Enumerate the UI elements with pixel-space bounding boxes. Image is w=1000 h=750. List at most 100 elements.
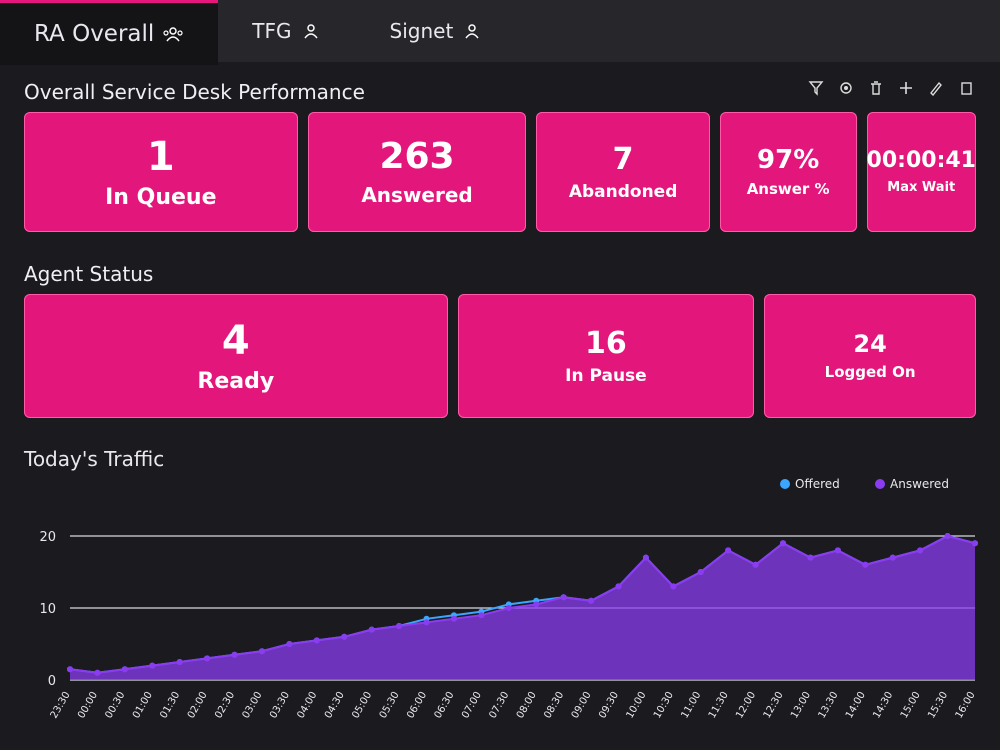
filter-icon[interactable]: [808, 80, 824, 96]
data-point: [94, 669, 101, 676]
delete-icon[interactable]: [868, 80, 884, 96]
data-point: [972, 540, 978, 547]
data-point: [588, 597, 595, 604]
data-point: [176, 659, 183, 665]
kpi-row: 4 Ready 16 In Pause 24 Logged On: [24, 294, 976, 418]
kpi-value: 4: [221, 317, 250, 364]
section-title: Agent Status: [24, 262, 154, 286]
toolbar: [808, 80, 974, 96]
data-point: [286, 641, 293, 647]
kpi-tile: 97% Answer %: [719, 112, 857, 232]
data-point: [889, 554, 896, 561]
x-tick-label: 14:30: [871, 690, 895, 720]
group-icon: [163, 27, 183, 42]
x-tick-label: 06:30: [433, 690, 457, 720]
x-tick-label: 12:00: [734, 690, 758, 720]
data-point: [780, 540, 787, 547]
x-tick-label: 04:00: [295, 690, 319, 720]
tab-label: TFG: [252, 19, 292, 43]
data-point: [67, 666, 73, 673]
x-tick-label: 03:30: [268, 690, 292, 720]
data-point: [642, 554, 649, 561]
data-point: [670, 583, 677, 590]
tab-bar: RA Overall TFG Signet: [0, 0, 1000, 65]
data-point: [341, 633, 348, 640]
data-point: [313, 637, 320, 644]
data-point: [450, 615, 457, 622]
data-point: [368, 626, 375, 633]
kpi-value: 1: [146, 133, 175, 180]
kpi-tile: 7 Abandoned: [536, 112, 710, 232]
data-point: [862, 561, 869, 568]
kpi-label: Max Wait: [887, 179, 956, 195]
data-point: [121, 666, 128, 673]
x-tick-label: 05:30: [378, 690, 402, 720]
data-point: [944, 533, 951, 539]
x-tick-label: 03:00: [241, 690, 265, 720]
traffic-chart: Today's Traffic 0 10 20 23:30 00:00 00:30 01:0…: [23, 447, 978, 720]
x-tick-label: 01:30: [158, 690, 182, 720]
add-icon[interactable]: [898, 80, 914, 96]
chart-title: Today's Traffic: [23, 447, 164, 471]
x-tick-label: 13:30: [817, 690, 841, 720]
tab[interactable]: TFG: [218, 0, 355, 62]
x-tick-label: 06:00: [405, 690, 429, 720]
data-point: [533, 601, 540, 608]
section-title: Overall Service Desk Performance: [24, 80, 365, 104]
x-tick-label: 15:30: [926, 690, 950, 720]
y-tick-label: 10: [39, 602, 56, 617]
data-point: [258, 648, 265, 655]
x-tick-label: 08:00: [515, 690, 539, 720]
kpi-value: 7: [612, 141, 634, 177]
data-point: [423, 619, 430, 626]
kpi-value: 24: [853, 329, 887, 358]
kpi-label: In Queue: [105, 184, 217, 210]
x-tick-label: 09:00: [570, 690, 594, 720]
kpi-tile: 16 In Pause: [457, 294, 755, 418]
data-point: [396, 623, 403, 629]
x-tick-label: 09:30: [597, 690, 621, 720]
y-tick-label: 0: [48, 674, 56, 689]
x-tick-label: 16:00: [954, 690, 978, 720]
tab[interactable]: Signet: [356, 0, 518, 62]
kpi-value: 97%: [757, 144, 820, 175]
data-point: [231, 651, 238, 658]
x-tick-label: 08:30: [542, 690, 566, 720]
legend-label: Offered: [795, 477, 840, 491]
x-tick-label: 11:00: [679, 690, 703, 720]
x-tick-label: 10:30: [652, 690, 676, 720]
copy-icon[interactable]: [958, 80, 974, 96]
legend-swatch: [780, 479, 790, 489]
x-tick-label: 00:30: [104, 690, 128, 720]
x-tick-label: 04:30: [323, 690, 347, 720]
tab[interactable]: RA Overall: [0, 0, 219, 65]
data-point: [725, 547, 732, 554]
data-point: [917, 547, 924, 554]
data-point: [204, 655, 211, 662]
group-icon: [303, 24, 318, 39]
x-tick-label: 02:30: [213, 690, 237, 720]
edit-icon[interactable]: [928, 80, 944, 96]
kpi-label: Answered: [361, 182, 473, 207]
x-tick-label: 15:00: [899, 690, 923, 720]
kpi-value: 00:00:41: [866, 148, 976, 174]
data-point: [697, 569, 704, 575]
data-point: [478, 612, 485, 619]
x-tick-label: 11:30: [707, 690, 731, 720]
x-tick-label: 10:00: [625, 690, 649, 720]
kpi-tile: 263 Answered: [307, 112, 527, 232]
x-tick-label: 14:00: [844, 690, 868, 720]
kpi-label: Answer %: [746, 180, 830, 199]
data-point: [615, 583, 622, 590]
tab-label: RA Overall: [34, 21, 155, 47]
kpi-label: In Pause: [565, 365, 647, 386]
x-tick-label: 23:30: [49, 690, 73, 720]
y-tick-label: 20: [39, 530, 56, 545]
kpi-label: Ready: [197, 368, 275, 394]
view-icon[interactable]: [838, 80, 854, 96]
data-point: [807, 554, 814, 561]
data-point: [834, 547, 841, 554]
x-tick-label: 07:00: [460, 690, 484, 720]
data-point: [505, 605, 512, 611]
